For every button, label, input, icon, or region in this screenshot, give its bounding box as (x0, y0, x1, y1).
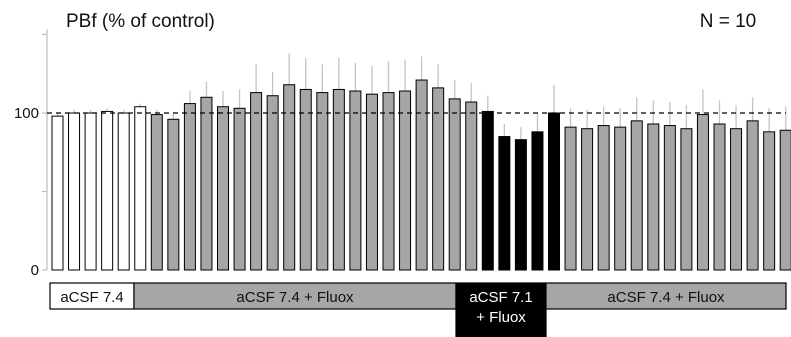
condition-label: aCSF 7.4 + Fluox (607, 289, 725, 306)
data-bar (498, 136, 511, 271)
y-tick-label: 100 (14, 105, 39, 122)
data-bar (233, 107, 246, 271)
data-bar (382, 92, 395, 271)
condition-label: aCSF 7.4 + Fluox (236, 289, 354, 306)
data-bar (150, 114, 163, 271)
data-bar (696, 114, 709, 271)
condition-band (545, 282, 787, 310)
data-bar (746, 120, 759, 271)
data-bar (84, 112, 97, 271)
condition-label: aCSF 7.1 (469, 289, 532, 306)
data-bar (432, 87, 445, 271)
data-bar (548, 112, 560, 271)
condition-bands: aCSF 7.4 aCSF 7.4 + Fluox aCSF 7.1 + Fluox a… (49, 282, 787, 337)
sample-size-annotation: N = 10 (700, 11, 757, 32)
data-bar (779, 129, 791, 271)
condition-label: aCSF 7.4 (60, 289, 123, 306)
data-bar (217, 106, 229, 271)
data-bar (763, 131, 776, 271)
y-axis: 0 100 (14, 29, 48, 279)
data-bar (51, 115, 64, 271)
data-bar (183, 103, 196, 271)
data-bar (581, 128, 594, 271)
data-bar (283, 84, 296, 271)
data-bar (630, 120, 643, 271)
data-bar (200, 96, 213, 271)
data-bar (316, 92, 329, 271)
y-tick-label: 0 (31, 262, 39, 279)
data-bar (564, 126, 577, 271)
data-bar (299, 88, 312, 271)
data-bar (481, 110, 494, 271)
bars (51, 53, 791, 271)
data-bar (614, 126, 627, 271)
data-bar (730, 128, 743, 271)
data-bar (266, 95, 279, 271)
data-bar (514, 139, 527, 271)
data-bar (101, 110, 114, 271)
data-bar (250, 92, 263, 271)
data-bar (531, 131, 544, 271)
data-bar (68, 112, 81, 271)
data-bar (415, 79, 428, 271)
data-bar (332, 88, 345, 271)
condition-band (49, 282, 135, 310)
data-bar (349, 90, 362, 271)
data-bar (134, 106, 147, 271)
data-bar (117, 112, 130, 271)
data-bar (680, 128, 693, 271)
data-bar (663, 125, 676, 271)
condition-band (455, 282, 547, 337)
data-bar (713, 123, 726, 271)
data-bar (597, 125, 610, 271)
data-bar (465, 101, 478, 271)
chart-title: PBf (% of control) (66, 11, 215, 32)
condition-label: + Fluox (476, 309, 526, 326)
data-bar (647, 123, 660, 271)
data-bar (167, 118, 180, 271)
data-bar (448, 98, 461, 271)
data-bar (399, 90, 412, 271)
data-bar (365, 93, 378, 271)
